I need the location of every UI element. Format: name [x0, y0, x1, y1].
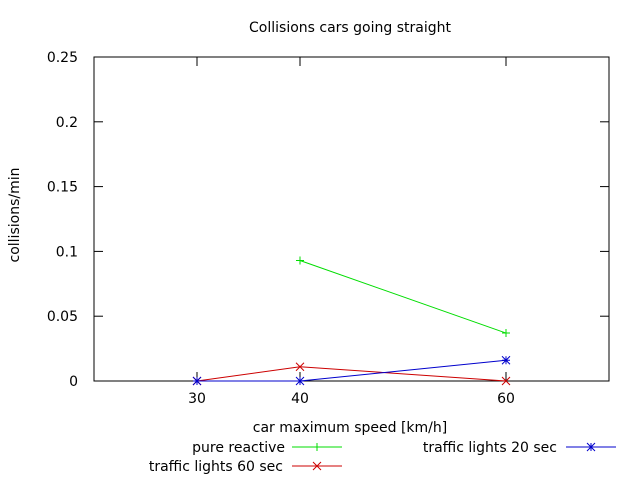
series-line: [299, 260, 507, 334]
data-point: [502, 329, 510, 338]
legend-label: traffic lights 60 sec: [149, 459, 283, 475]
data-point: [295, 376, 305, 386]
legend-label: pure reactive: [192, 440, 285, 456]
legend: pure reactive traffic lights 60 sec traffi…: [149, 440, 616, 475]
legend-item: pure reactive: [192, 440, 342, 456]
series-2: [192, 355, 511, 386]
data-point: [501, 376, 511, 386]
legend-marker: [586, 442, 596, 452]
y-tick-label: 0.2: [56, 115, 78, 131]
y-tick-label: 0.25: [47, 50, 78, 66]
plot-frame: [93, 56, 610, 382]
y-axis-label: collisions/min: [7, 168, 23, 263]
data-point: [296, 256, 304, 265]
legend-marker: [313, 443, 321, 451]
chart-title: Collisions cars going straight: [249, 20, 451, 36]
axis-ticks: 0 0.05 0.1 0.15 0.2 0.25 30 40 60: [47, 50, 609, 407]
series-0: [296, 256, 510, 338]
legend-label: traffic lights 20 sec: [423, 440, 557, 456]
y-tick-label: 0.05: [47, 309, 78, 325]
x-tick-label: 40: [291, 391, 309, 407]
series-1: [192, 362, 511, 386]
legend-item: traffic lights 20 sec: [423, 440, 616, 456]
legend-marker: [312, 461, 322, 471]
legend-item: traffic lights 60 sec: [149, 459, 342, 475]
x-axis-label: car maximum speed [km/h]: [253, 420, 447, 436]
data-point: [295, 362, 305, 372]
x-tick-label: 60: [497, 391, 515, 407]
x-tick-label: 30: [188, 391, 206, 407]
y-tick-label: 0.15: [47, 180, 78, 196]
data-point: [501, 355, 511, 365]
y-tick-label: 0: [69, 374, 78, 390]
y-tick-label: 0.1: [56, 244, 78, 260]
data-point: [192, 376, 202, 386]
series-line: [196, 366, 507, 382]
series-layer: [192, 256, 511, 386]
